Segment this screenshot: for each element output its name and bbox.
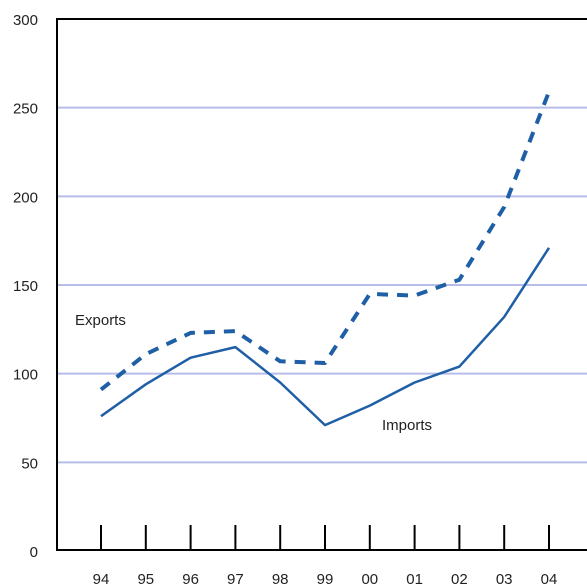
x-tick-label: 97 [227,571,244,588]
y-tick-labels: 0 50 100 150 200 250 300 [13,12,38,561]
y-tick-label: 0 [30,544,38,561]
y-tick-label: 250 [13,101,38,118]
x-ticks: 94 95 96 97 98 99 00 01 02 03 04 [93,525,558,588]
x-tick-label: 02 [451,571,468,588]
x-tick-label: 94 [93,571,110,588]
series-line-exports [99,90,551,392]
y-tick-label: 200 [13,189,38,206]
x-tick-label: 00 [361,571,378,588]
y-tick-label: 100 [13,367,38,384]
y-tick-label: 50 [21,455,38,472]
x-tick-label: 95 [137,571,154,588]
series-label-exports: Exports [75,312,126,329]
gridlines [57,106,587,464]
y-tick-label: 300 [13,12,38,29]
y-tick-label: 150 [13,278,38,295]
x-tick-label: 01 [406,571,423,588]
x-tick-label: 04 [541,571,558,588]
x-tick-label: 99 [317,571,334,588]
x-tick-label: 98 [272,571,289,588]
x-tick-label: 03 [496,571,513,588]
series-lines [99,90,551,427]
series-label-imports: Imports [382,417,432,434]
x-tick-label: 96 [182,571,199,588]
